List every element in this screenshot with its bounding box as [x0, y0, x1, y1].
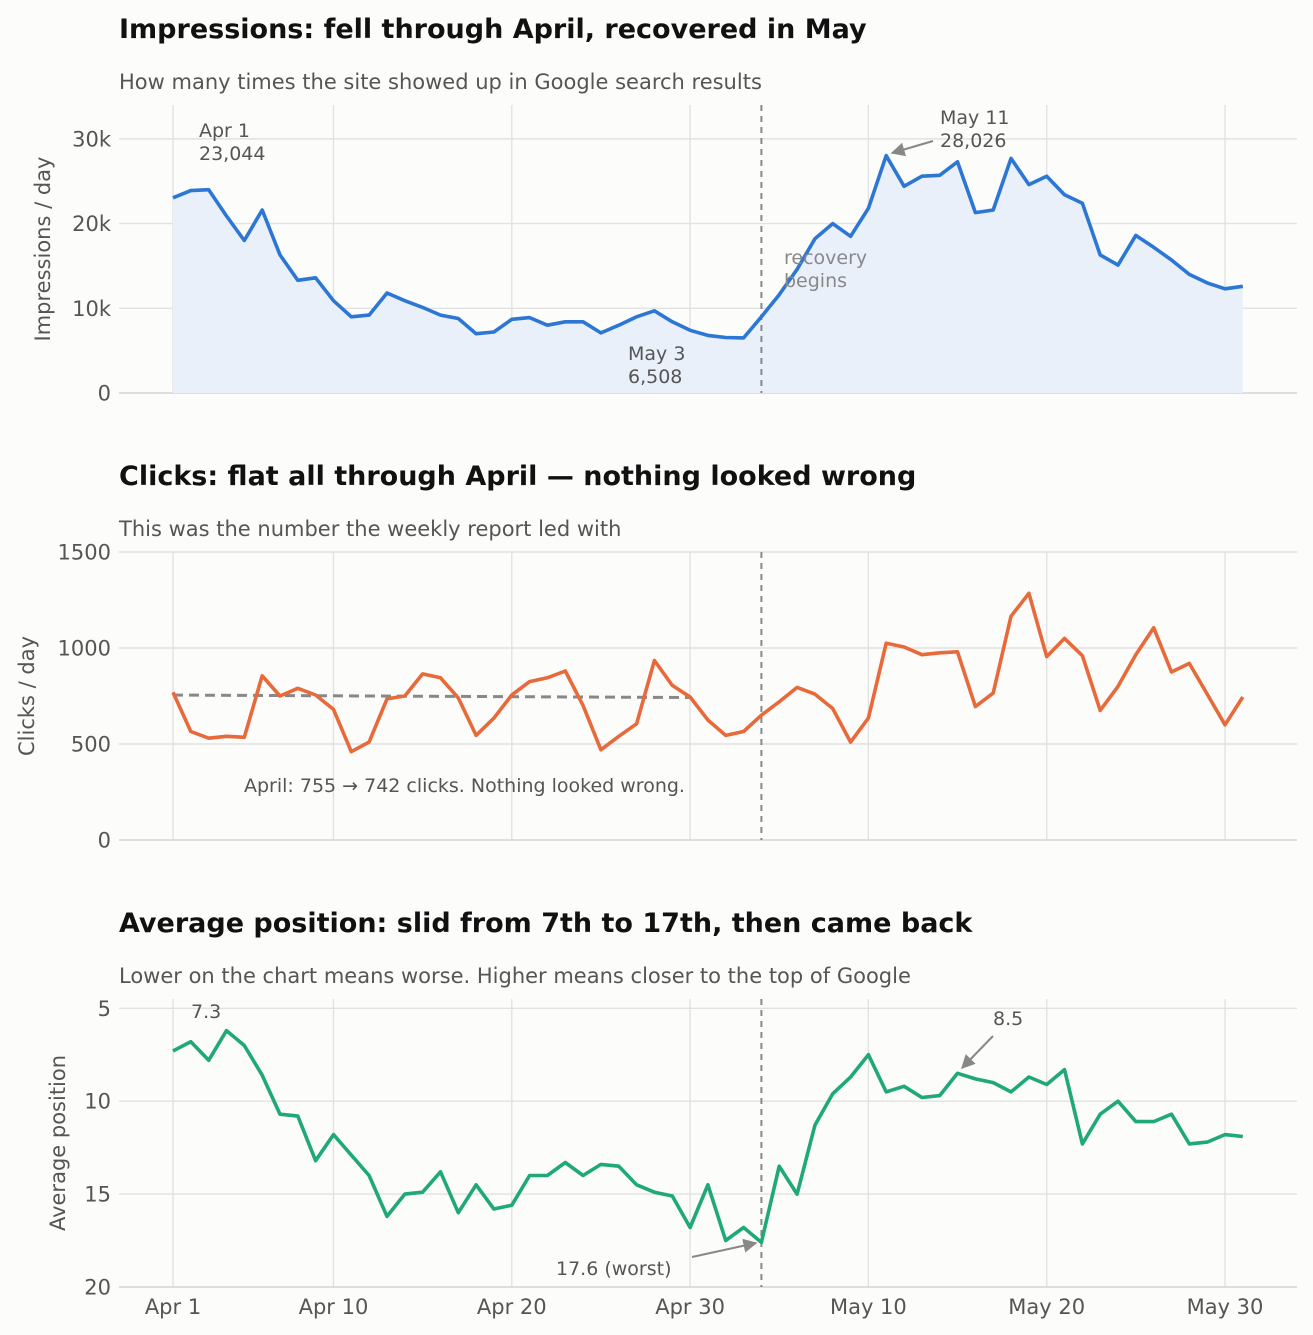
y-tick-label: 1500 [58, 541, 111, 565]
y-tick-label: 20 [84, 1276, 111, 1300]
y-tick-label: 20k [72, 212, 112, 236]
may11-annotation-arrow [890, 140, 934, 157]
impressions-subtitle: How many times the site showed up in Goo… [119, 70, 762, 94]
april-trend-line [172, 693, 691, 700]
clicks-subtitle: This was the number the weekly report le… [118, 517, 621, 541]
y-tick-label: 30k [72, 127, 112, 151]
y-tick-label: 0 [98, 382, 111, 406]
apr1-annotation-value: 23,044 [199, 143, 265, 165]
impressions-title: Impressions: fell through April, recover… [119, 14, 867, 45]
x-tick-label: May 30 [1187, 1295, 1264, 1319]
y-tick-label: 10 [84, 1090, 111, 1114]
y-tick-label: 15 [84, 1183, 111, 1207]
april-clicks-annotation: April: 755 → 742 clicks. Nothing looked … [244, 775, 685, 797]
worst-annotation-arrow [691, 1238, 758, 1258]
may11-annotation-date: May 11 [940, 107, 1010, 129]
worst-position-annotation: 17.6 (worst) [556, 1258, 672, 1280]
impressions-area [173, 155, 1243, 393]
x-tick-label: Apr 1 [145, 1295, 201, 1319]
position-y-axis-label: Average position [46, 1055, 70, 1231]
y-tick-label: 1000 [58, 637, 111, 661]
position-line [172, 1028, 1243, 1245]
clicks-panel: Clicks: flat all through April — nothing… [15, 461, 1297, 853]
impressions-y-axis-label: Impressions / day [31, 157, 55, 342]
apr1-annotation-date: Apr 1 [199, 120, 250, 142]
recovery-label-line2: begins [784, 270, 847, 292]
impressions-panel: Impressions: fell through April, recover… [31, 14, 1297, 406]
may15-annotation-arrow [961, 1035, 994, 1070]
position-panel: Average position: slid from 7th to 17th,… [46, 908, 1297, 1319]
recovery-label-line1: recovery [784, 247, 867, 269]
may15-position-annotation: 8.5 [993, 1008, 1023, 1030]
y-tick-label: 0 [98, 829, 111, 853]
impressions-line [172, 153, 1244, 340]
may3-annotation-value: 6,508 [628, 366, 682, 388]
clicks-y-axis-label: Clicks / day [15, 636, 39, 756]
x-tick-label: May 10 [830, 1295, 907, 1319]
y-tick-label: 10k [72, 297, 112, 321]
clicks-line [171, 591, 1245, 754]
position-subtitle: Lower on the chart means worse. Higher m… [119, 964, 911, 988]
x-tick-label: May 20 [1008, 1295, 1085, 1319]
clicks-title: Clicks: flat all through April — nothing… [119, 461, 916, 492]
x-tick-label: Apr 20 [477, 1295, 547, 1319]
y-tick-label: 5 [98, 997, 111, 1021]
x-tick-label: Apr 10 [299, 1295, 369, 1319]
x-tick-label: Apr 30 [655, 1295, 725, 1319]
position-title: Average position: slid from 7th to 17th,… [119, 908, 973, 939]
may11-annotation-value: 28,026 [940, 130, 1006, 152]
start-position-annotation: 7.3 [191, 1001, 221, 1023]
y-tick-label: 500 [71, 733, 111, 757]
may3-annotation-date: May 3 [628, 343, 685, 365]
